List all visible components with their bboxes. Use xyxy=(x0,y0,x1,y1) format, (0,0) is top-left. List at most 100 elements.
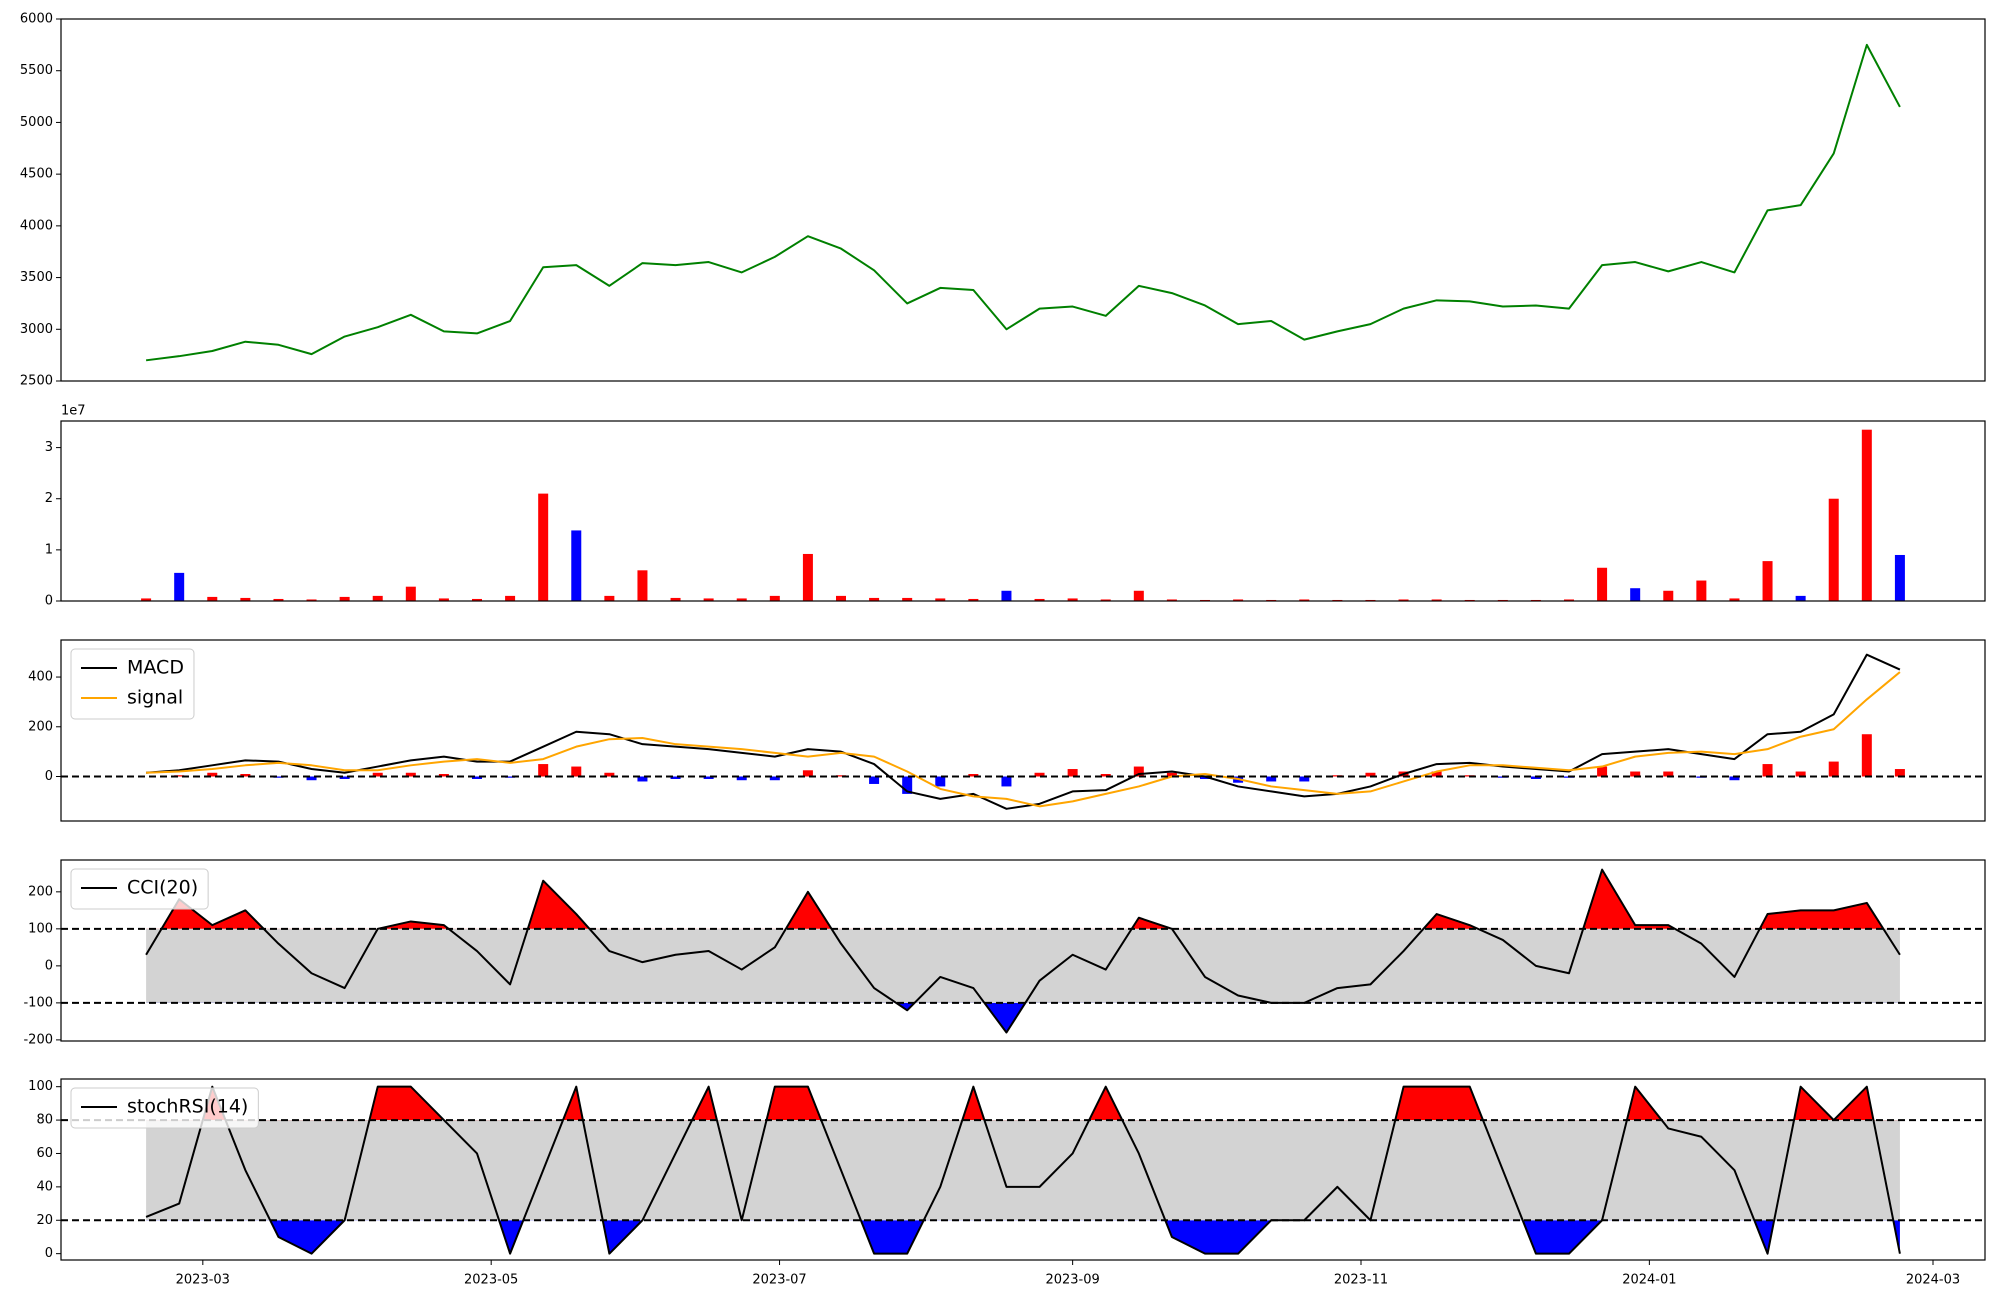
bar xyxy=(174,572,185,601)
bar xyxy=(935,598,946,601)
y-tick-label: 20 xyxy=(36,1213,53,1228)
bar xyxy=(1166,772,1177,777)
bar xyxy=(372,595,383,601)
y-tick-label: 3500 xyxy=(20,270,53,285)
bar xyxy=(1663,771,1674,777)
bar xyxy=(1431,599,1442,601)
bar xyxy=(703,598,714,601)
bar xyxy=(1828,761,1839,777)
y-tick-label: 60 xyxy=(36,1146,53,1161)
bar xyxy=(1564,599,1574,601)
bar xyxy=(670,776,681,779)
bar xyxy=(703,776,714,779)
legend-box xyxy=(70,648,195,720)
bar xyxy=(1597,766,1608,777)
bar xyxy=(438,598,449,601)
y-tick-label: 4500 xyxy=(20,167,53,182)
bar xyxy=(1133,590,1144,601)
bar xyxy=(571,530,582,601)
y-tick-label: 5500 xyxy=(20,63,53,78)
legend-box xyxy=(70,868,209,910)
axes-frame xyxy=(60,859,1986,1042)
bar xyxy=(1133,766,1144,777)
y-tick-label: 80 xyxy=(36,1113,53,1128)
bar xyxy=(306,599,317,601)
bar xyxy=(438,774,449,777)
bar xyxy=(1762,764,1773,777)
bar xyxy=(1431,771,1442,777)
x-tick-label: 2023-05 xyxy=(464,1273,518,1288)
axes-frame xyxy=(60,639,1986,822)
axes-frame xyxy=(60,1078,1986,1261)
bar xyxy=(1398,599,1409,601)
legend-label: MACD xyxy=(127,657,184,679)
bar xyxy=(339,776,350,779)
y-tick-label: -200 xyxy=(23,1032,53,1047)
bar xyxy=(240,597,251,601)
bar xyxy=(538,764,549,777)
bar xyxy=(869,776,880,784)
y-tick-label: 200 xyxy=(28,884,53,899)
bar xyxy=(1266,776,1277,782)
y-tick-label: 200 xyxy=(28,719,53,734)
y-tick-label: 2 xyxy=(45,491,53,506)
y-tick-label: 2500 xyxy=(20,374,53,389)
y-tick-label: 0 xyxy=(45,769,53,784)
bar xyxy=(1365,772,1376,777)
legend-label: stochRSI(14) xyxy=(127,1096,248,1118)
bar xyxy=(1795,771,1806,777)
bar xyxy=(1630,588,1641,601)
bar xyxy=(1034,598,1045,601)
y-tick-label: 1 xyxy=(45,542,53,557)
bar xyxy=(273,776,284,778)
bar xyxy=(1729,776,1740,781)
bar xyxy=(1630,771,1641,777)
bar xyxy=(1166,599,1177,601)
bar xyxy=(802,770,813,777)
legend: stochRSI(14) xyxy=(70,1087,259,1129)
axes-frame xyxy=(60,420,1986,602)
bar xyxy=(1762,561,1773,601)
bar xyxy=(769,595,780,601)
bar xyxy=(836,595,846,601)
x-tick-label: 2024-03 xyxy=(1906,1273,1960,1288)
legend: CCI(20) xyxy=(70,868,209,910)
x-tick-label: 2024-01 xyxy=(1622,1273,1676,1288)
bar xyxy=(1233,599,1244,601)
bar xyxy=(1001,776,1012,787)
bar xyxy=(1200,776,1210,779)
line xyxy=(145,43,1901,362)
fill-below xyxy=(270,1220,1900,1254)
y-tick-label: 3 xyxy=(45,440,53,455)
bar xyxy=(1894,769,1905,777)
bar xyxy=(935,776,946,787)
bar xyxy=(769,776,780,781)
bar xyxy=(1100,599,1111,601)
bar xyxy=(604,595,615,601)
bar xyxy=(670,597,681,601)
bar xyxy=(604,772,615,777)
bar xyxy=(505,595,516,601)
y-tick-label: 0 xyxy=(45,958,53,973)
y-tick-label: 400 xyxy=(28,670,53,685)
bar xyxy=(637,570,648,601)
band xyxy=(146,1120,1900,1221)
bar xyxy=(1828,498,1839,601)
axes-frame xyxy=(60,18,1986,382)
x-tick-label: 2023-07 xyxy=(752,1273,806,1288)
bar xyxy=(1067,598,1078,601)
bar xyxy=(1861,734,1872,777)
bar xyxy=(869,597,880,601)
y-tick-label: 100 xyxy=(28,1079,53,1094)
bar xyxy=(538,493,549,601)
bar xyxy=(1530,776,1541,779)
bar xyxy=(207,772,218,777)
bar xyxy=(372,772,383,777)
bar xyxy=(637,776,648,782)
bar xyxy=(902,776,913,794)
bar xyxy=(1729,598,1740,601)
bar xyxy=(1696,580,1707,601)
bar xyxy=(1034,772,1045,777)
y-tick-label: 3000 xyxy=(20,322,53,337)
